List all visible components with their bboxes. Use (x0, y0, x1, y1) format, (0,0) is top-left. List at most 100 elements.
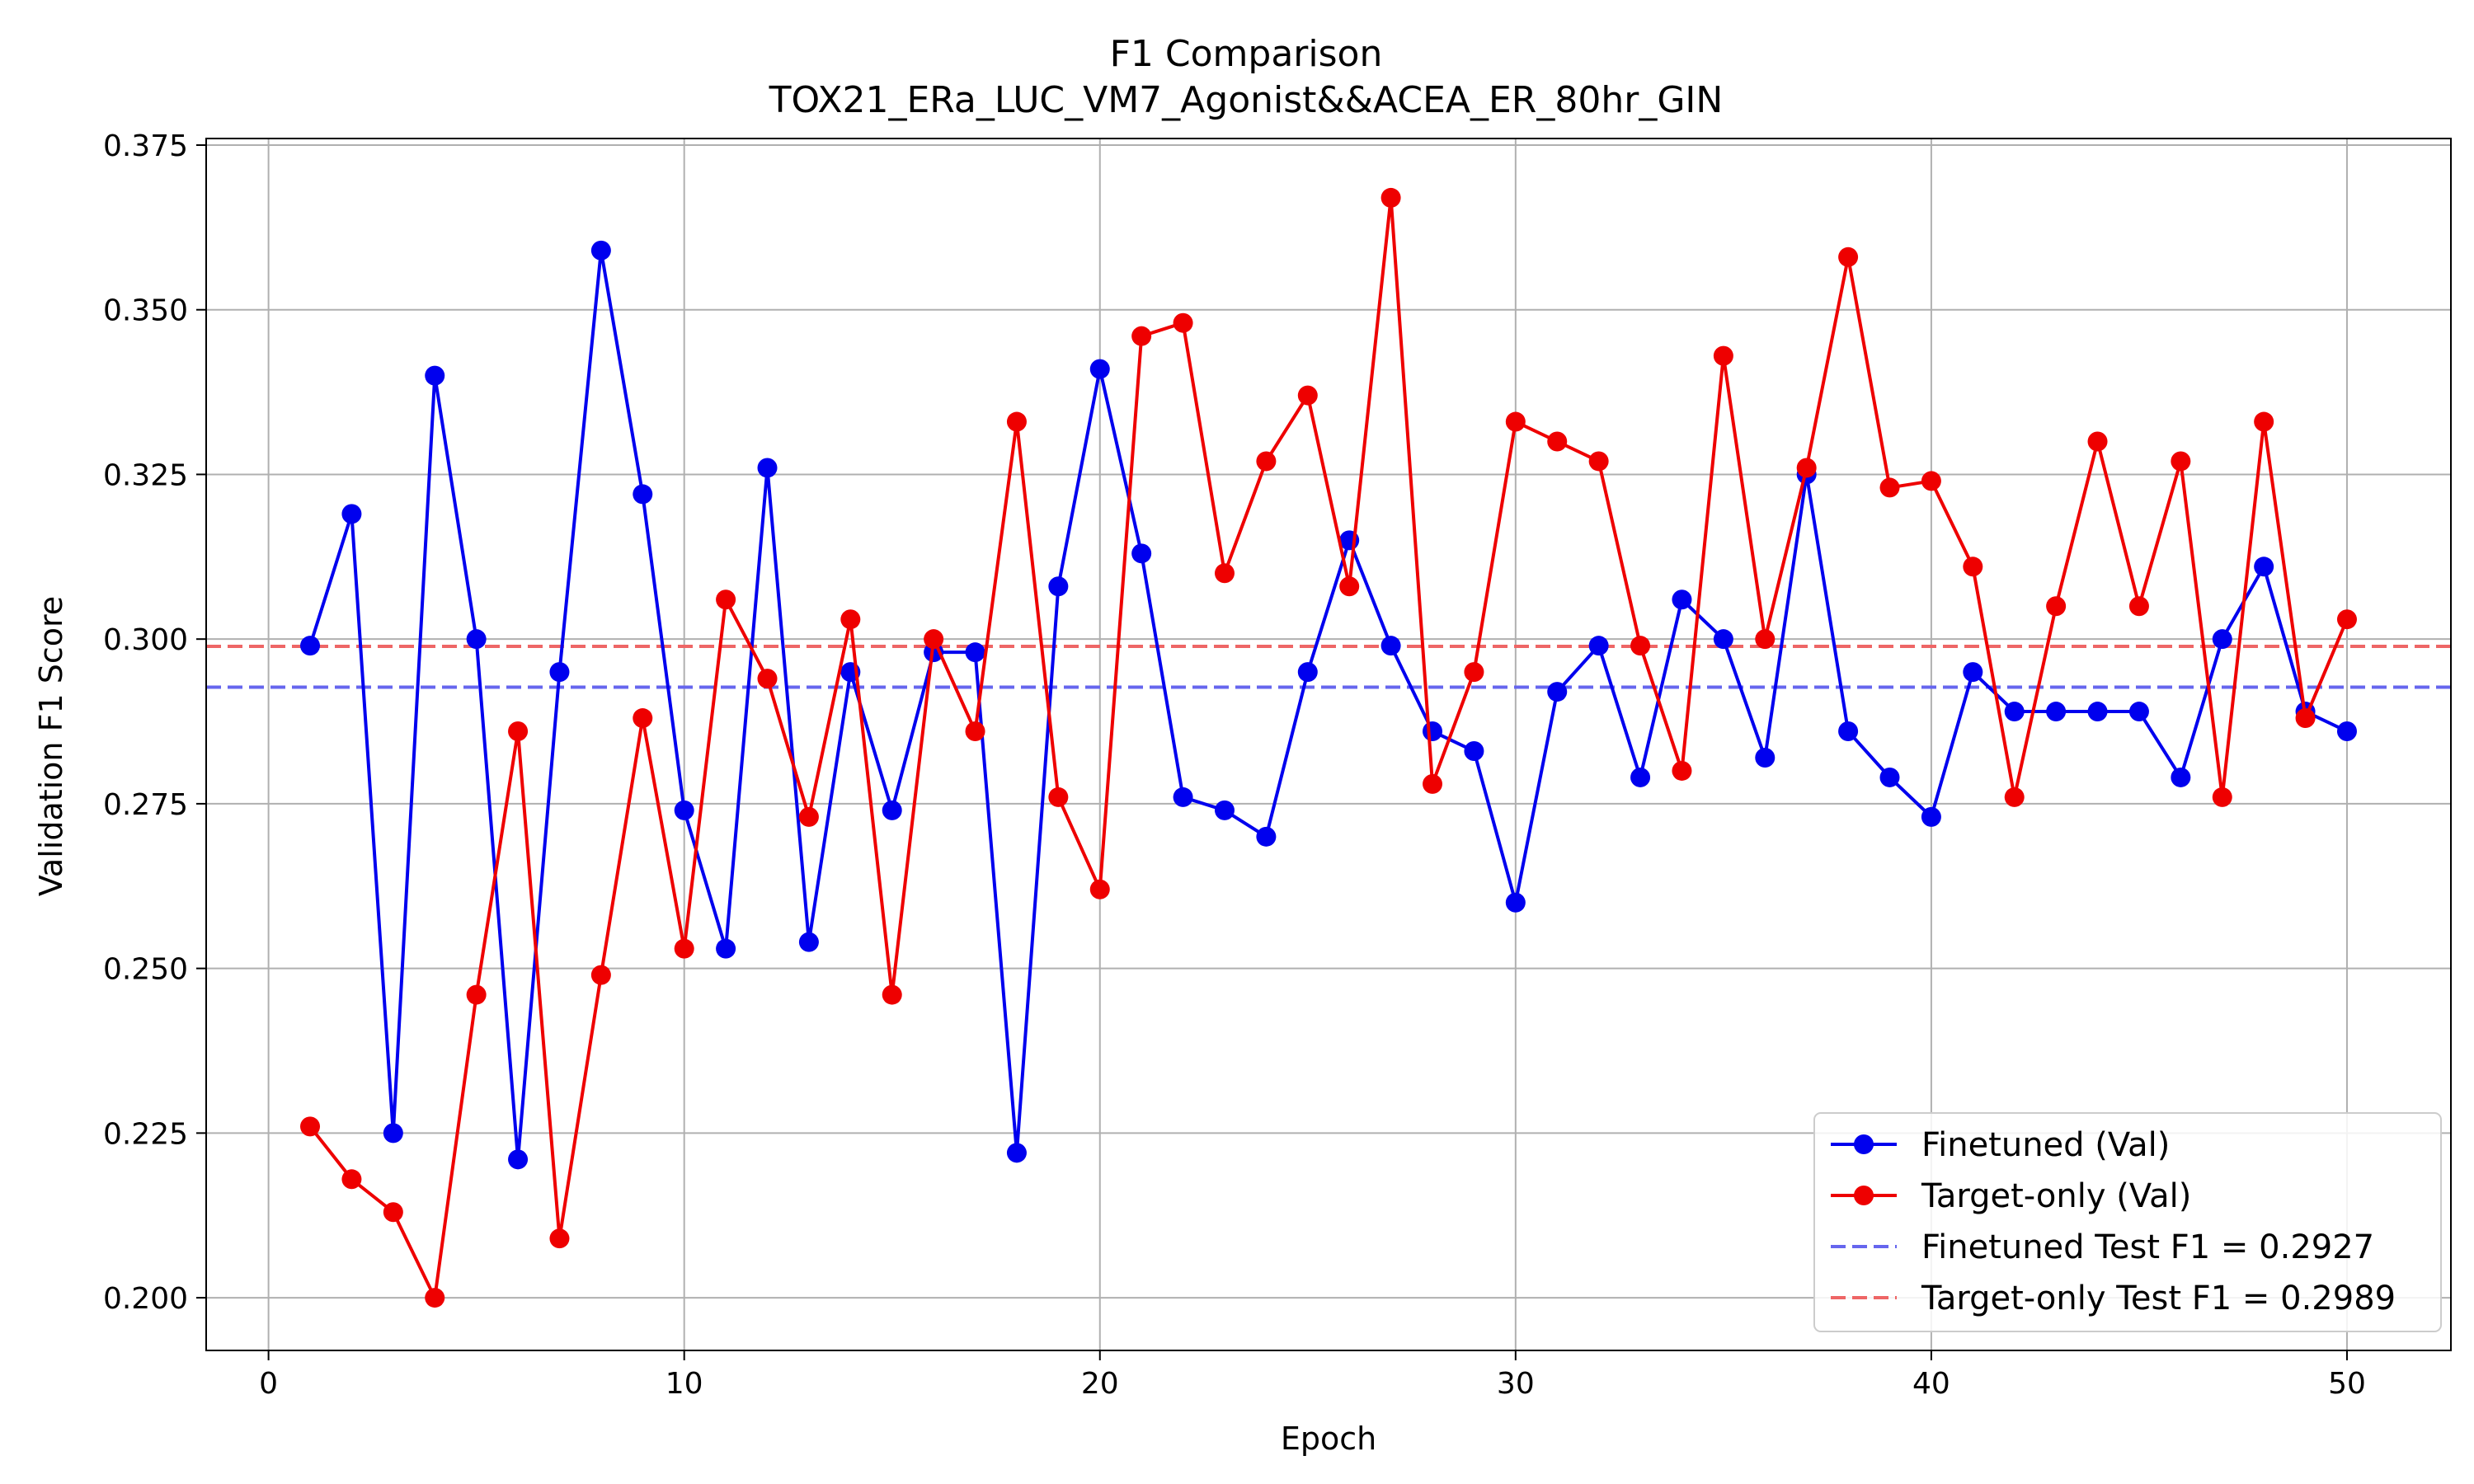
x-axis-ticks: 0 10 20 30 40 50 (259, 1350, 2366, 1401)
data-point (1630, 636, 1651, 656)
data-point (1214, 800, 1235, 820)
data-point (1796, 458, 1817, 478)
x-tick-label: 50 (2328, 1367, 2366, 1401)
data-point (1713, 629, 1733, 650)
data-point (1672, 760, 1692, 781)
data-point (1131, 543, 1152, 564)
x-tick-label: 0 (259, 1367, 278, 1401)
data-point (798, 932, 819, 952)
data-point (425, 1288, 445, 1308)
x-tick-label: 40 (1912, 1367, 1950, 1401)
data-point (1048, 576, 1069, 597)
data-point (2336, 721, 2357, 742)
data-point (1879, 767, 1900, 787)
data-point (1297, 662, 1318, 683)
y-tick-label: 0.325 (103, 458, 188, 492)
reference-lines (206, 644, 2451, 689)
x-axis-label: Epoch (1281, 1421, 1376, 1457)
y-tick-label: 0.275 (103, 788, 188, 822)
data-point (2171, 767, 2191, 787)
data-point (1048, 787, 1069, 807)
data-point (674, 938, 694, 959)
data-point (1464, 662, 1484, 683)
data-point (549, 662, 570, 683)
data-point (1214, 563, 1235, 584)
x-tick-label: 10 (666, 1367, 703, 1401)
data-point (633, 708, 653, 729)
data-point (1505, 411, 1526, 432)
data-point (466, 984, 487, 1005)
data-point (757, 458, 778, 478)
data-point (965, 642, 985, 663)
y-tick-label: 0.250 (103, 953, 188, 987)
data-point (1173, 312, 1193, 333)
legend-label: Target-only (Val) (1921, 1177, 2191, 1215)
data-point (1588, 636, 1609, 656)
data-point (2046, 596, 2067, 617)
data-point (1423, 721, 1443, 742)
data-point (798, 806, 819, 827)
data-point (2212, 629, 2232, 650)
data-point (2004, 787, 2025, 807)
data-point (1838, 721, 1859, 742)
data-point (2128, 596, 2149, 617)
data-point (2087, 431, 2108, 452)
data-point (1921, 806, 1941, 827)
x-tick-label: 30 (1497, 1367, 1535, 1401)
legend-label: Finetuned Test F1 = 0.2927 (1921, 1228, 2374, 1266)
data-series (300, 187, 2357, 1308)
chart-subtitle: TOX21_ERa_LUC_VM7_Agonist&&ACEA_ER_80hr_… (769, 79, 1724, 121)
data-point (716, 938, 736, 959)
x-tick-label: 20 (1081, 1367, 1119, 1401)
data-point (590, 240, 611, 261)
y-tick-label: 0.350 (103, 294, 188, 328)
data-point (1921, 471, 1941, 491)
data-point (508, 721, 529, 742)
data-point (2212, 787, 2232, 807)
data-point (2087, 702, 2108, 722)
data-point (2004, 702, 2025, 722)
data-point (716, 589, 736, 610)
data-point (1256, 826, 1277, 847)
data-point (2128, 702, 2149, 722)
data-point (2254, 411, 2274, 432)
data-point (1963, 556, 1983, 577)
series-line (308, 195, 2349, 1300)
legend-box (1813, 1112, 2442, 1332)
data-point (840, 609, 861, 630)
data-point (757, 669, 778, 689)
legend: Finetuned (Val) Target-only (Val) Finetune… (1813, 1112, 2442, 1332)
y-axis-label: Validation F1 Score (33, 596, 69, 896)
data-point (1006, 1143, 1027, 1163)
data-point (1464, 740, 1484, 761)
data-point (341, 504, 362, 524)
data-point (1755, 629, 1776, 650)
plot-frame (205, 138, 2452, 1351)
data-point (1963, 662, 1983, 683)
y-tick-label: 0.225 (103, 1117, 188, 1151)
y-tick-label: 0.200 (103, 1282, 188, 1316)
data-point (383, 1202, 403, 1223)
data-point (1173, 787, 1193, 807)
data-point (882, 800, 902, 820)
legend-marker (1854, 1134, 1874, 1154)
legend-marker (1854, 1186, 1874, 1205)
data-point (1256, 451, 1277, 472)
data-point (2254, 556, 2274, 577)
data-point (1006, 411, 1027, 432)
data-point (965, 721, 985, 742)
data-point (1755, 747, 1776, 768)
data-point (1089, 359, 1110, 379)
data-point (425, 365, 445, 386)
data-point (2336, 609, 2357, 630)
data-point (1879, 477, 1900, 498)
data-point (1630, 767, 1651, 787)
data-point (341, 1169, 362, 1190)
data-point (1547, 682, 1568, 702)
y-axis-ticks: 0.200 0.225 0.250 0.275 0.300 0.325 0.350 0.375 (103, 129, 206, 1316)
data-point (1089, 879, 1110, 899)
data-point (882, 984, 902, 1005)
data-point (300, 1116, 321, 1137)
data-point (549, 1228, 570, 1249)
data-point (1380, 187, 1401, 208)
